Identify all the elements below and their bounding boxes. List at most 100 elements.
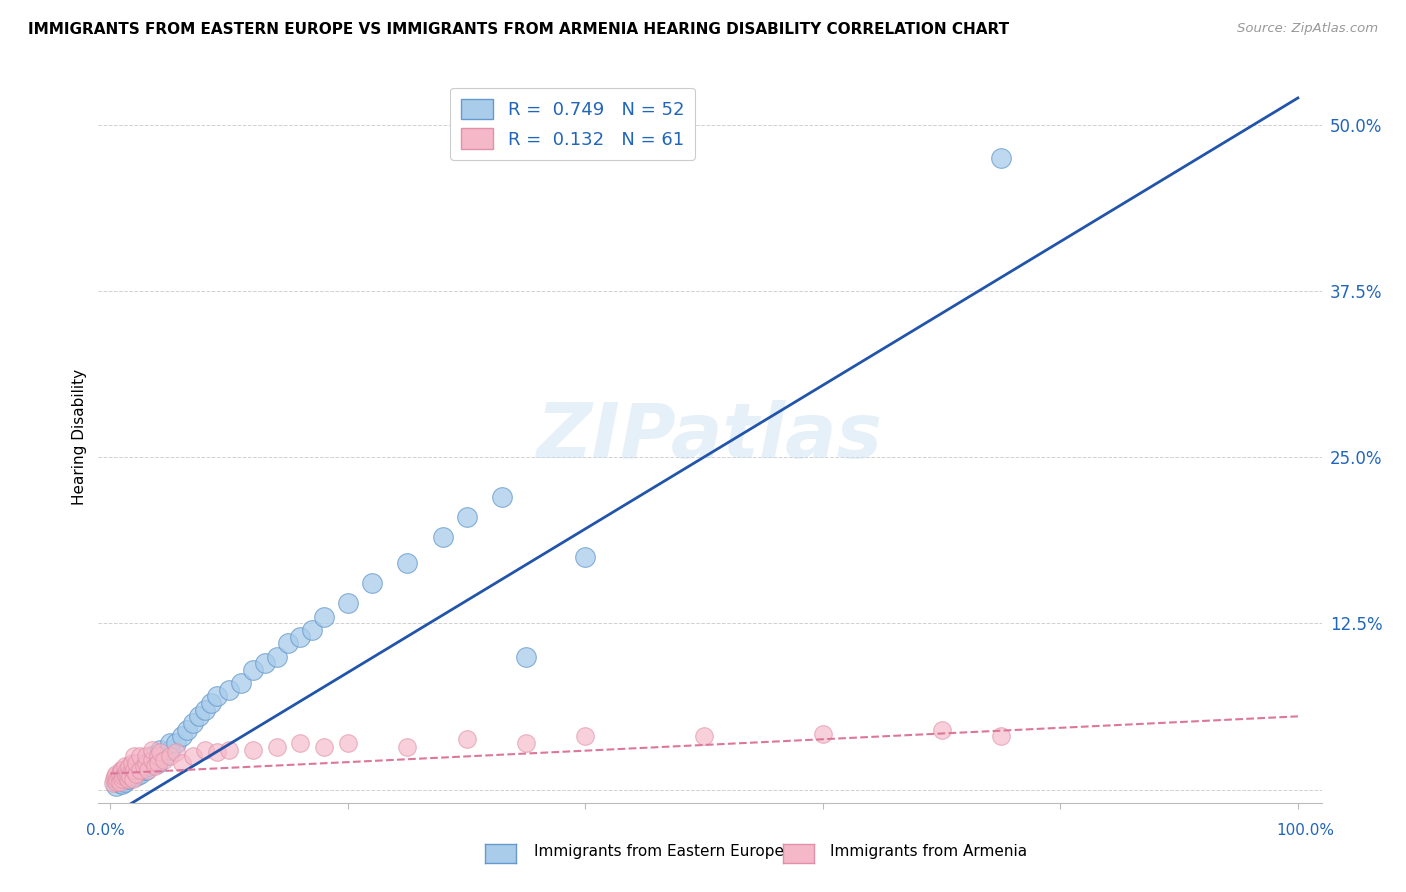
Text: Immigrants from Armenia: Immigrants from Armenia [830,845,1026,859]
Point [152,749,174,764]
Point [121,772,143,786]
Point [183,716,205,731]
Point [141,756,163,770]
Point [205,690,228,704]
Point [312,739,335,754]
Point [114,774,136,789]
Point [122,763,145,777]
Point [574,729,596,743]
Point [117,772,139,786]
Point [121,756,143,770]
Point [122,766,145,780]
Point [136,758,159,772]
Point [266,649,288,664]
Point [103,772,125,786]
Point [159,749,181,764]
Point [290,630,312,644]
Point [242,663,264,677]
Point [811,726,834,740]
Point [104,769,127,783]
Point [491,490,513,504]
Point [111,772,134,786]
Point [111,777,134,791]
Point [107,772,129,786]
Point [432,530,454,544]
Point [165,736,187,750]
Point [218,742,240,756]
Point [141,749,163,764]
Text: 0.0%: 0.0% [86,823,125,838]
Point [218,682,240,697]
Point [110,763,132,777]
Point [129,766,152,780]
Point [990,729,1012,743]
Legend: R =  0.749   N = 52, R =  0.132   N = 61: R = 0.749 N = 52, R = 0.132 N = 61 [450,87,695,160]
Point [152,753,174,767]
Point [200,696,222,710]
Point [336,596,359,610]
Point [141,753,163,767]
Point [129,749,152,764]
Point [111,763,134,777]
Point [108,766,131,780]
Point [132,758,155,772]
Point [290,736,312,750]
Point [176,723,198,737]
Point [165,745,187,759]
Point [229,676,252,690]
Point [146,756,169,770]
Point [456,509,478,524]
Point [111,772,134,786]
Point [194,703,217,717]
Point [170,729,193,743]
Point [277,636,299,650]
Point [129,763,152,777]
Point [114,758,136,772]
Point [456,731,478,746]
Point [194,742,217,756]
Point [990,151,1012,165]
Point [159,736,181,750]
Point [135,756,157,770]
Point [129,763,152,777]
Point [107,769,129,783]
Point [135,749,157,764]
Point [125,769,148,783]
Point [301,623,323,637]
Point [242,742,264,756]
Point [931,723,953,737]
Point [170,756,193,770]
Point [336,736,359,750]
Point [205,745,228,759]
Point [105,779,128,793]
Point [115,763,138,777]
Point [574,549,596,564]
Point [141,742,163,756]
Point [114,769,136,783]
Point [146,749,169,764]
Point [136,763,159,777]
Text: Immigrants from Eastern Europe: Immigrants from Eastern Europe [534,845,785,859]
Point [117,769,139,783]
Point [132,763,155,777]
Point [118,758,141,772]
Point [125,766,148,780]
Point [105,766,128,780]
Point [266,739,288,754]
Point [105,774,128,789]
Point [253,656,276,670]
Point [122,749,145,764]
Point [125,756,148,770]
Point [121,763,143,777]
Text: IMMIGRANTS FROM EASTERN EUROPE VS IMMIGRANTS FROM ARMENIA HEARING DISABILITY COR: IMMIGRANTS FROM EASTERN EUROPE VS IMMIGR… [28,22,1010,37]
Point [515,736,537,750]
Text: ZIPatlas: ZIPatlas [537,401,883,474]
Point [112,769,135,783]
Point [183,749,205,764]
Point [101,776,124,790]
Point [312,609,335,624]
Point [145,758,167,772]
Point [122,763,145,777]
Point [149,742,172,756]
Point [121,769,143,783]
